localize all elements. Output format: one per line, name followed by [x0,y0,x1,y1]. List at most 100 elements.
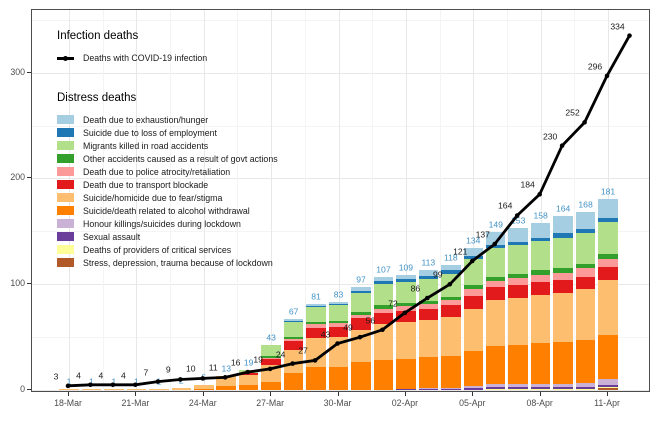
bar-segment [283,322,304,338]
bar-segment [508,241,528,246]
line-label: 121 [453,246,468,257]
y-tick-mark [27,389,31,390]
legend-distress-title: Distress deaths [57,92,137,104]
bar-total-label: 1 [89,376,94,387]
line-label: 230 [542,131,558,142]
line-label: 19 [253,354,263,365]
legend-item: Suicide/death related to alcohol withdra… [57,204,278,217]
bar-segment [508,383,528,387]
bar-segment [553,272,573,280]
legend-item: Suicide/homicide due to fear/stigma [57,191,278,204]
bar-segment [418,387,439,389]
line-label: 49 [343,322,353,333]
bar-segment [418,388,439,390]
bar-segment [463,385,484,388]
bar-segment [441,356,461,388]
bar-segment [306,366,326,390]
bar-segment [485,248,506,277]
x-tick-label: 21-Mar [121,398,150,408]
x-tick-label: 18-Mar [54,398,82,408]
legend-item-label: Other accidents caused as a result of go… [83,153,278,164]
line-label: 4 [120,370,126,381]
x-tick-label: 27-Mar [256,398,285,408]
line-label: 334 [610,21,625,32]
line-label: 137 [475,229,490,240]
bar-segment [463,285,484,290]
bar-segment [485,386,506,389]
line-key-icon [57,53,74,62]
line-label: 56 [365,315,376,326]
bar-segment [598,386,618,388]
bar-total-label: 2 [178,375,184,386]
bar-segment [216,385,236,390]
legend-item-label: Death due to police atrocity/retaliation [83,166,231,177]
bar-segment [463,387,484,390]
x-tick-mark [337,392,339,396]
legend-infection-key-label: Deaths with COVID-19 infection [83,52,208,63]
bar-segment [575,229,596,234]
bar-segment [553,233,573,238]
line-label: 43 [320,328,331,339]
bar-total-label: 158 [533,210,548,221]
bar-segment [508,344,528,384]
y-tick-label: 0 [20,384,25,394]
bar-segment [463,295,484,309]
line-label: 86 [410,283,421,294]
bar-segment [530,274,551,283]
bar-segment [306,307,326,323]
bar-segment [351,287,371,291]
bar-segment [283,321,304,323]
bar-segment [598,217,618,222]
bar-segment [485,345,506,384]
bar-segment [530,282,551,295]
bar-segment [598,267,618,280]
legend-item: Death due to exhaustion/hunger [57,113,278,126]
legend-item-label: Sexual assault [83,231,141,242]
legend-item: Deaths of providers of critical services [57,243,278,256]
bar-segment [441,316,461,357]
legend-item-label: Suicide due to loss of employment [83,127,217,138]
bar-total-label: 168 [578,199,593,210]
bar-segment [126,388,147,390]
bar-segment [530,294,551,344]
bar-segment [485,287,506,301]
bar-segment [418,357,439,388]
legend-swatch-icon [57,206,74,215]
bar-segment [328,302,349,305]
x-tick-mark [270,392,272,396]
bar-segment [508,245,528,274]
bar-segment [598,279,618,335]
line-label: 164 [498,200,513,211]
bar-segment [598,384,618,387]
x-tick-mark [404,392,406,396]
legend-item-label: Suicide/homicide due to fear/stigma [83,192,223,203]
x-tick-mark [202,392,204,396]
line-label: 184 [520,179,535,190]
bar-segment [396,278,416,283]
bar-segment [396,388,416,390]
bar-segment [306,324,326,328]
bar-segment [530,237,551,241]
bar-segment [553,388,573,390]
bar-segment [575,388,596,390]
bar-segment [104,388,124,390]
bar-total-label: 113 [421,257,436,268]
legend-swatch-icon [57,219,74,228]
line-label: 3 [53,371,59,382]
legend-infection-title: Infection deaths [57,30,139,42]
bar-segment [418,320,439,358]
gridline-major-h [32,390,649,391]
bar-total-label: 13 [221,363,231,374]
x-tick-label: 30-Mar [323,398,352,408]
bar-segment [373,308,394,313]
y-tick-label: 100 [10,278,25,289]
bar-segment [575,382,596,387]
bar-total-label: 164 [555,203,571,214]
bar-segment [396,322,416,360]
legend-swatch-icon [57,128,74,137]
legend-item: Other accidents caused as a result of go… [57,152,278,165]
bar-segment [598,258,618,268]
bar-segment [485,383,506,387]
bar-segment [373,276,394,281]
